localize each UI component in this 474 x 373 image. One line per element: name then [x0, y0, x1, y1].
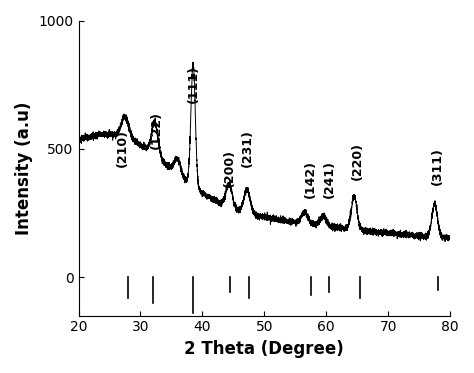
- Text: (241): (241): [323, 160, 336, 198]
- X-axis label: 2 Theta (Degree): 2 Theta (Degree): [184, 340, 344, 358]
- Text: (210): (210): [115, 129, 128, 167]
- Text: (220): (220): [351, 142, 364, 179]
- Text: (231): (231): [240, 129, 254, 167]
- Y-axis label: Intensity (a.u): Intensity (a.u): [15, 101, 33, 235]
- Text: (200): (200): [223, 149, 236, 187]
- Text: (142): (142): [304, 160, 317, 198]
- Text: (111): (111): [187, 65, 200, 103]
- Text: (311): (311): [431, 147, 444, 185]
- Text: (122): (122): [149, 111, 163, 149]
